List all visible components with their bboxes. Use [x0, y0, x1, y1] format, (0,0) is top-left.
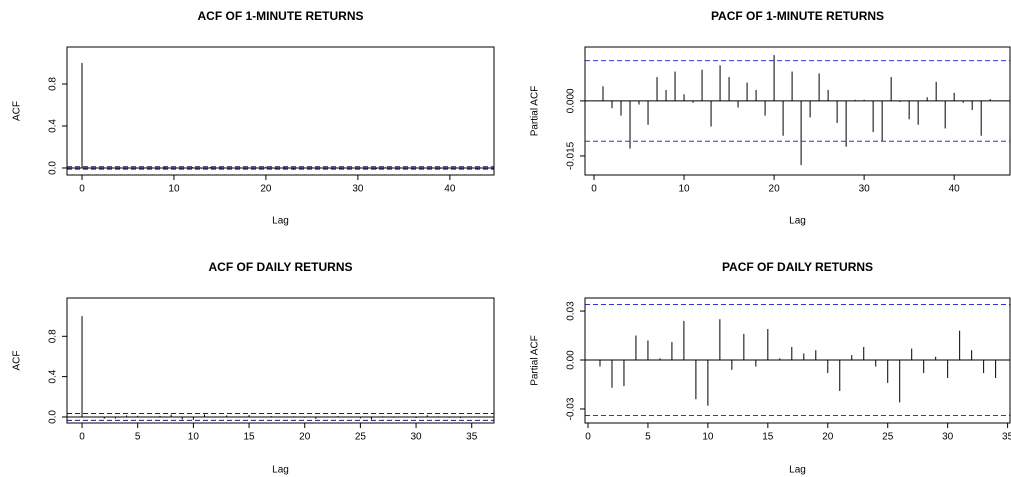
y-tick-label: -0.03	[566, 397, 577, 420]
y-tick-label: 0.4	[48, 369, 59, 383]
x-tick-label: 5	[135, 432, 141, 443]
x-tick-label: 40	[949, 184, 961, 195]
x-axis-label: Lag	[272, 216, 289, 227]
chart-panel: PACF OF 1-MINUTE RETURNS Lag Partial ACF 0 1…	[530, 9, 1011, 227]
x-tick-label: 30	[859, 184, 871, 195]
chart-panel: ACF OF 1-MINUTE RETURNS Lag ACF 0 10 20 30 40 0.…	[12, 9, 495, 227]
x-tick-label: 30	[942, 432, 954, 443]
x-tick-label: 25	[882, 432, 894, 443]
plot-frame	[584, 46, 1011, 176]
y-tick-label: 0.000	[566, 88, 577, 113]
x-axis-label: Lag	[789, 465, 806, 476]
chart-title: PACF OF DAILY RETURNS	[722, 260, 873, 274]
x-tick-label: 30	[352, 184, 364, 195]
x-tick-label: 0	[591, 184, 597, 195]
chart-panel: ACF OF DAILY RETURNS Lag ACF 0 5 10 15 20 25 30 35…	[12, 260, 495, 476]
chart-title: ACF OF DAILY RETURNS	[208, 260, 352, 274]
x-tick-label: 40	[444, 184, 456, 195]
x-tick-label: 5	[645, 432, 651, 443]
y-tick-label: 0.8	[48, 329, 59, 343]
y-tick-label: 0.8	[48, 77, 59, 91]
y-tick-label: 0.00	[566, 350, 577, 370]
y-axis-label: ACF	[12, 351, 23, 371]
x-tick-label: 10	[188, 432, 200, 443]
x-tick-label: 15	[762, 432, 774, 443]
x-tick-label: 30	[410, 432, 422, 443]
x-tick-label: 15	[243, 432, 255, 443]
plot-area	[67, 316, 494, 421]
x-tick-label: 20	[822, 432, 834, 443]
x-tick-label: 20	[299, 432, 311, 443]
x-tick-label: 10	[168, 184, 180, 195]
plot-frame	[66, 297, 495, 424]
y-axis-label: Partial ACF	[530, 335, 541, 386]
plot-area	[585, 55, 1010, 166]
x-axis-label: Lag	[272, 465, 289, 476]
y-tick-label: 0.4	[48, 119, 59, 133]
chart-panel: PACF OF DAILY RETURNS Lag Partial ACF 0 5 10 1…	[530, 260, 1011, 475]
y-axis-label: ACF	[12, 101, 23, 121]
x-tick-label: 20	[260, 184, 272, 195]
x-tick-label: 0	[79, 184, 85, 195]
y-tick-label: 0.0	[48, 161, 59, 175]
x-tick-label: 10	[678, 184, 690, 195]
x-tick-label: 35	[466, 432, 478, 443]
x-tick-label: 0	[79, 432, 85, 443]
plot-area	[585, 304, 1010, 416]
x-axis-label: Lag	[789, 216, 806, 227]
y-axis-label: Partial ACF	[530, 86, 541, 137]
chart-title: ACF OF 1-MINUTE RETURNS	[198, 9, 364, 23]
plot-area	[67, 62, 494, 170]
chart-title: PACF OF 1-MINUTE RETURNS	[711, 9, 884, 23]
x-tick-label: 10	[702, 432, 714, 443]
plot-frame	[66, 46, 495, 176]
y-tick-label: -0.015	[566, 141, 577, 170]
x-tick-label: 20	[769, 184, 781, 195]
x-tick-label: 0	[585, 432, 591, 443]
y-tick-label: 0.03	[566, 301, 577, 321]
x-tick-label: 25	[355, 432, 367, 443]
x-tick-label: 35	[1002, 432, 1011, 443]
y-tick-label: 0.0	[48, 410, 59, 424]
